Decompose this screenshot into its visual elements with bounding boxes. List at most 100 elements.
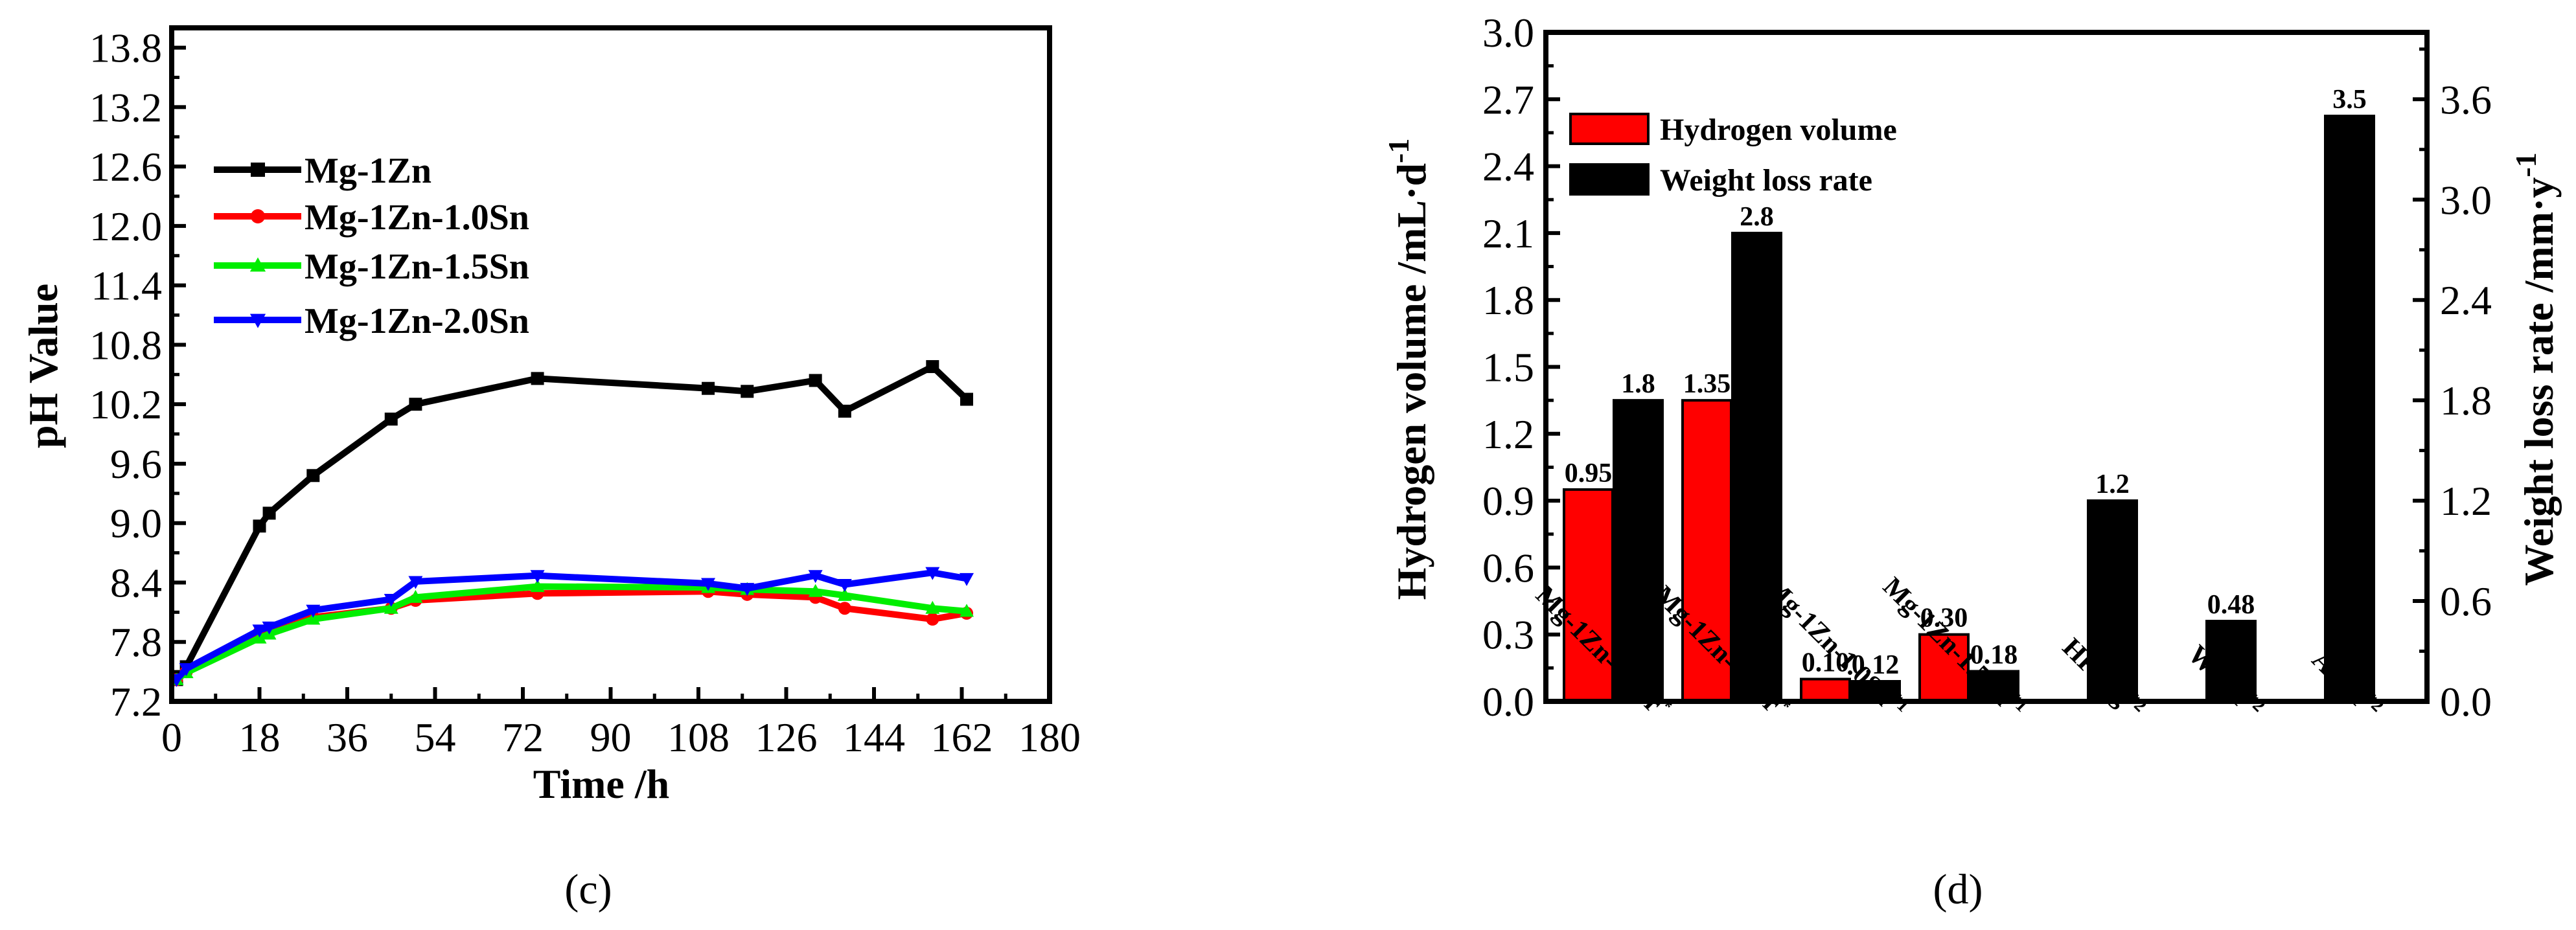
bar-value-label: 0.12 bbox=[1852, 650, 1900, 680]
data-point-mg-1zn-2-0sn bbox=[179, 663, 194, 677]
corrosion-chart-ylabel-right: Weight loss rate /mm·y-1 bbox=[2509, 152, 2562, 585]
y-tick-label: 10.8 bbox=[89, 322, 162, 368]
data-point-mg-1zn-1-5sn bbox=[408, 589, 423, 603]
x-tick-label: 162 bbox=[931, 714, 993, 760]
data-point-mg-1zn-1-5sn bbox=[530, 579, 545, 593]
legend-label: Mg-1Zn-1.0Sn bbox=[305, 198, 529, 238]
corrosion-chart-legend: Hydrogen volume Weight loss rate bbox=[1569, 113, 1897, 198]
x-tick-label: 0 bbox=[161, 714, 182, 760]
y-tick-label: 13.8 bbox=[89, 25, 162, 71]
data-point-mg-1zn bbox=[838, 404, 851, 418]
x-tick-label: 144 bbox=[843, 714, 905, 760]
data-point-mg-1zn-2-0sn bbox=[384, 593, 398, 607]
y-tick-label: 8.4 bbox=[110, 560, 162, 606]
data-point-mg-1zn bbox=[531, 372, 544, 385]
right-y-tick-label: 1.8 bbox=[2440, 378, 2492, 424]
data-point-mg-1zn-2-0sn bbox=[306, 604, 321, 618]
ph-chart: 0 18 36 54 72 90 108 126 144 162 180 7.2 7.8 8.4 9.0 9.… bbox=[20, 25, 1081, 913]
left-y-tick-label: 2.1 bbox=[1482, 210, 1534, 256]
x-tick-label: 72 bbox=[502, 714, 544, 760]
data-point-mg-1zn-2-0sn bbox=[808, 570, 823, 584]
bar-hydrogen-volume bbox=[1681, 399, 1732, 703]
y-tick-label: 9.6 bbox=[110, 441, 162, 487]
y-tick-label: 9.0 bbox=[110, 501, 162, 547]
y-tick-label: 7.2 bbox=[110, 679, 162, 725]
panel-label-c: (c) bbox=[564, 866, 612, 913]
legend-swatch-marker bbox=[251, 209, 265, 223]
data-point-mg-1zn bbox=[741, 385, 754, 398]
bar-value-label: 1.2 bbox=[2095, 470, 2130, 499]
panel-label-d: (d) bbox=[1933, 866, 1983, 913]
bar-weight-loss-rate bbox=[1731, 231, 1782, 703]
bar-value-label: 0.48 bbox=[2207, 590, 2255, 620]
corrosion-chart-bars: 0.95 1.8 1.35 2.8 0.10 0.12 0.300.18 1.2 0.48 3.5 bbox=[1563, 85, 2375, 703]
y-tick-label: 12.6 bbox=[89, 144, 162, 190]
data-point-mg-1zn-1-5sn bbox=[925, 600, 940, 614]
x-tick-label: 126 bbox=[755, 714, 818, 760]
data-point-mg-1zn bbox=[384, 413, 398, 426]
data-point-mg-1zn bbox=[262, 506, 276, 520]
data-point-mg-1zn-2-0sn bbox=[740, 583, 755, 596]
data-point-mg-1zn bbox=[702, 381, 715, 395]
left-y-tick-label: 0.6 bbox=[1482, 545, 1534, 591]
bar-value-label: 0.18 bbox=[1970, 641, 2018, 670]
legend-label: Weight loss rate bbox=[1660, 163, 1872, 198]
corrosion-chart: 0.95 1.8 1.35 2.8 0.10 0.12 0.300.18 1.2 0.48 3.5… bbox=[1382, 10, 2562, 913]
x-tick-label: 108 bbox=[667, 714, 730, 760]
bar-weight-loss-rate bbox=[2205, 620, 2257, 703]
right-y-tick-label: 1.2 bbox=[2440, 478, 2492, 524]
ph-chart-legend: Mg-1Zn Mg-1Zn-1.0Sn Mg-1Zn-1.5Sn Mg-1Zn-2.0… bbox=[214, 151, 529, 341]
bar-weight-loss-rate bbox=[1968, 670, 2019, 703]
right-y-tick-label: 0.0 bbox=[2440, 679, 2492, 725]
x-tick-label: 180 bbox=[1018, 714, 1081, 760]
data-point-mg-1zn bbox=[926, 360, 939, 374]
legend-swatch-marker bbox=[249, 313, 266, 328]
data-point-mg-1zn-1-0sn bbox=[838, 602, 851, 615]
data-point-mg-1zn-2-0sn bbox=[701, 578, 716, 591]
corrosion-chart-axes: 0.0 0.3 0.6 0.9 1.2 1.5 1.8 2.1 2.4 2.7 3.0 0.0 0.6 1… bbox=[1482, 10, 2492, 725]
right-y-tick-label: 3.6 bbox=[2440, 76, 2492, 122]
ph-chart-series bbox=[169, 360, 974, 687]
legend-swatch-marker bbox=[249, 257, 266, 272]
data-point-mg-1zn-1-0sn bbox=[926, 613, 939, 626]
bar-value-label: 1.8 bbox=[1621, 369, 1655, 399]
y-tick-label: 10.2 bbox=[89, 381, 162, 427]
x-tick-label: 36 bbox=[327, 714, 368, 760]
right-y-tick-label: 3.0 bbox=[2440, 177, 2492, 223]
bar-weight-loss-rate bbox=[2087, 499, 2138, 703]
bar-value-label: 0.10 bbox=[1802, 648, 1850, 678]
legend-label: Hydrogen volume bbox=[1660, 113, 1897, 147]
data-point-mg-1zn-2-0sn bbox=[837, 579, 852, 593]
data-point-mg-1zn-2-0sn bbox=[252, 624, 267, 638]
x-tick-label: 18 bbox=[239, 714, 281, 760]
bar-value-label: 0.30 bbox=[1920, 604, 1968, 633]
legend-swatch bbox=[1569, 163, 1650, 196]
data-point-mg-1zn-1-5sn bbox=[837, 587, 852, 601]
data-point-mg-1zn-2-0sn bbox=[925, 567, 940, 580]
data-point-mg-1zn bbox=[809, 374, 822, 387]
data-point-mg-1zn-1-5sn bbox=[384, 600, 398, 614]
left-y-tick-label: 0.0 bbox=[1482, 679, 1534, 725]
bar-value-label: 2.8 bbox=[1740, 202, 1774, 232]
legend-swatch bbox=[1569, 113, 1650, 145]
left-y-tick-label: 2.7 bbox=[1482, 76, 1534, 122]
right-y-tick-label: 2.4 bbox=[2440, 277, 2492, 323]
left-y-tick-label: 0.9 bbox=[1482, 478, 1534, 524]
ph-chart-ylabel: pH Value bbox=[20, 284, 66, 448]
left-y-tick-label: 3.0 bbox=[1482, 10, 1534, 56]
data-point-mg-1zn bbox=[306, 469, 320, 482]
data-point-mg-1zn bbox=[960, 392, 974, 406]
bar-hydrogen-volume bbox=[1800, 677, 1851, 703]
x-tick-label: 54 bbox=[415, 714, 456, 760]
legend-label: Mg-1Zn bbox=[305, 151, 431, 191]
bar-value-label: 0.95 bbox=[1565, 459, 1613, 488]
data-point-mg-1zn bbox=[253, 519, 266, 533]
legend-label: Mg-1Zn-1.5Sn bbox=[305, 247, 529, 287]
left-y-tick-label: 1.8 bbox=[1482, 277, 1534, 323]
y-tick-label: 12.0 bbox=[89, 203, 162, 249]
data-point-mg-1zn-1-5sn bbox=[960, 604, 974, 617]
y-tick-label: 7.8 bbox=[110, 619, 162, 665]
data-point-mg-1zn-1-5sn bbox=[306, 611, 321, 625]
bar-hydrogen-volume bbox=[1918, 633, 1970, 703]
data-point-mg-1zn-2-0sn bbox=[960, 573, 974, 586]
